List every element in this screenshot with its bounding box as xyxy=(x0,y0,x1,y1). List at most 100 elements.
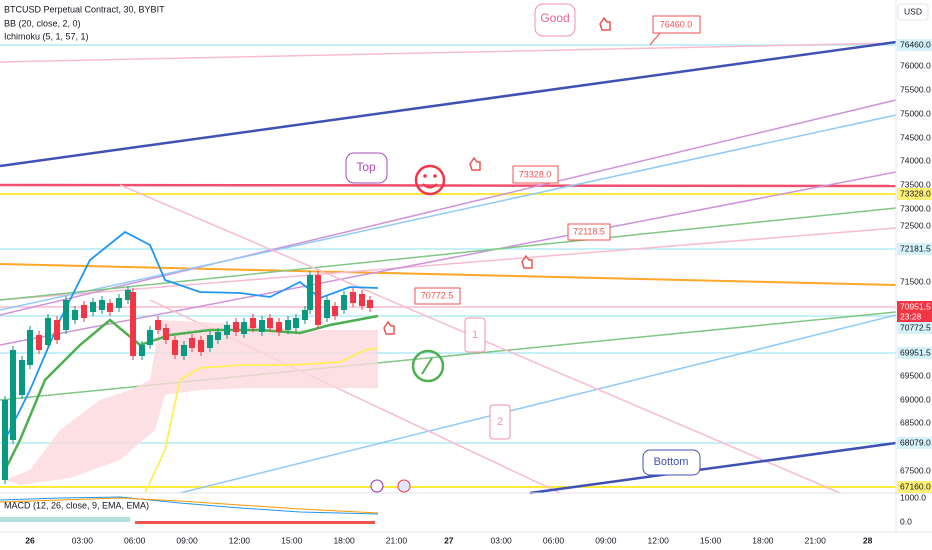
candle-body xyxy=(189,338,195,348)
time-label: 06:00 xyxy=(543,535,565,545)
price-label: 75500.0 xyxy=(900,84,931,94)
currency-button[interactable] xyxy=(897,3,929,21)
candle-body xyxy=(324,300,330,318)
candle-body xyxy=(215,332,221,340)
candle-body xyxy=(307,275,313,310)
price-label: 74000.0 xyxy=(900,155,931,165)
price-label: 76000.0 xyxy=(900,60,931,70)
candle-body xyxy=(116,298,122,308)
price-note xyxy=(512,165,559,184)
candle-body xyxy=(19,360,25,395)
trend-line xyxy=(0,207,897,301)
candle-body xyxy=(341,295,347,310)
price-tag xyxy=(897,301,932,313)
currency[interactable]: USD xyxy=(904,6,922,16)
candle-body xyxy=(241,322,247,334)
price-tag xyxy=(897,322,932,334)
candle-body xyxy=(90,302,96,312)
price-note xyxy=(414,287,461,305)
wave-label: 1 xyxy=(472,329,478,341)
ichimoku-line xyxy=(144,347,379,494)
price-label: 23:28 xyxy=(900,311,922,321)
time-label: 18:00 xyxy=(333,535,355,545)
emoji-eye xyxy=(433,174,437,178)
price-label: 76460.0 xyxy=(900,39,931,49)
price-tag xyxy=(897,437,932,449)
candle-body xyxy=(54,320,60,340)
time-label: 09:00 xyxy=(176,535,198,545)
price-label: 69500.0 xyxy=(900,370,931,380)
trend-line xyxy=(0,40,897,168)
candle-body xyxy=(99,300,105,310)
candle-body xyxy=(207,335,213,348)
candle-body xyxy=(224,325,230,335)
hand-icon xyxy=(599,16,611,31)
macd-axis-label: 1000.0 xyxy=(900,492,926,502)
macd-label: MACD (12, 26, close, 9, EMA, EMA) xyxy=(4,500,149,510)
price-tag xyxy=(897,347,932,359)
trend-line xyxy=(529,441,897,495)
candle-body xyxy=(315,275,321,325)
time-label: 06:00 xyxy=(124,535,146,545)
time-label: 26 xyxy=(25,535,35,545)
annotation: Bottom xyxy=(654,456,689,468)
candle-body xyxy=(81,305,87,318)
emoji-smile xyxy=(414,164,446,196)
h-line xyxy=(0,183,897,188)
time-label: 12:00 xyxy=(229,535,251,545)
callout xyxy=(534,3,576,37)
time-label: 15:00 xyxy=(281,535,303,545)
candle-body xyxy=(367,300,373,308)
wave-label: 2 xyxy=(497,416,503,428)
candle-body xyxy=(130,292,136,356)
price-label: 68500.0 xyxy=(900,417,931,427)
wave-box xyxy=(489,404,511,440)
time-label: 21:00 xyxy=(805,535,827,545)
candle-body xyxy=(107,303,113,312)
trend-line xyxy=(0,227,897,301)
candle-body xyxy=(181,345,187,356)
candle-body xyxy=(332,306,338,316)
event-icon[interactable] xyxy=(370,479,384,493)
hand-icon xyxy=(383,320,395,335)
annotation: Top xyxy=(356,160,376,174)
event-icon[interactable] xyxy=(397,479,411,493)
time-label: 27 xyxy=(444,535,454,545)
candle-body xyxy=(10,350,16,440)
trend-line xyxy=(0,171,897,346)
note-pointer xyxy=(649,32,661,46)
candle-body xyxy=(36,335,42,350)
emoji-sad xyxy=(411,349,445,383)
price-label: 69951.5 xyxy=(900,347,931,357)
signal-line xyxy=(0,497,379,514)
candle-body xyxy=(359,294,365,306)
price-note-text: 76460.0 xyxy=(660,19,693,29)
emoji-eye xyxy=(423,174,427,178)
price-label: 73000.0 xyxy=(900,203,931,213)
annotation: Good xyxy=(540,11,569,25)
price-label: 71500.0 xyxy=(900,276,931,286)
candle-body xyxy=(250,318,256,328)
price-label: 72500.0 xyxy=(900,220,931,230)
price-label: 73328.0 xyxy=(900,188,931,198)
price-tag xyxy=(897,481,932,493)
macd-line xyxy=(0,496,379,515)
candle-body xyxy=(155,320,161,330)
price-label: 67160.0 xyxy=(900,481,931,491)
price-label: 67500.0 xyxy=(900,465,931,475)
time-label: 18:00 xyxy=(752,535,774,545)
wave-box xyxy=(464,317,486,353)
symbol-title: BTCUSD Perpetual Contract, 30, BYBIT xyxy=(4,4,165,14)
time-axis: 26 03:00 06:00 09:00 12:00 15:00 18:00 21:00 27 0… xyxy=(25,535,872,545)
drawings xyxy=(0,40,897,495)
callout xyxy=(345,152,388,184)
trend-line xyxy=(0,42,897,63)
price-label: 74500.0 xyxy=(900,132,931,142)
trend-line xyxy=(179,314,897,494)
price-label: 73500.0 xyxy=(900,179,931,189)
candle-body xyxy=(125,290,131,300)
candle-body xyxy=(72,310,78,320)
indicator-label: BB (20, close, 2, 0) xyxy=(4,18,81,28)
price-tag xyxy=(897,243,932,255)
